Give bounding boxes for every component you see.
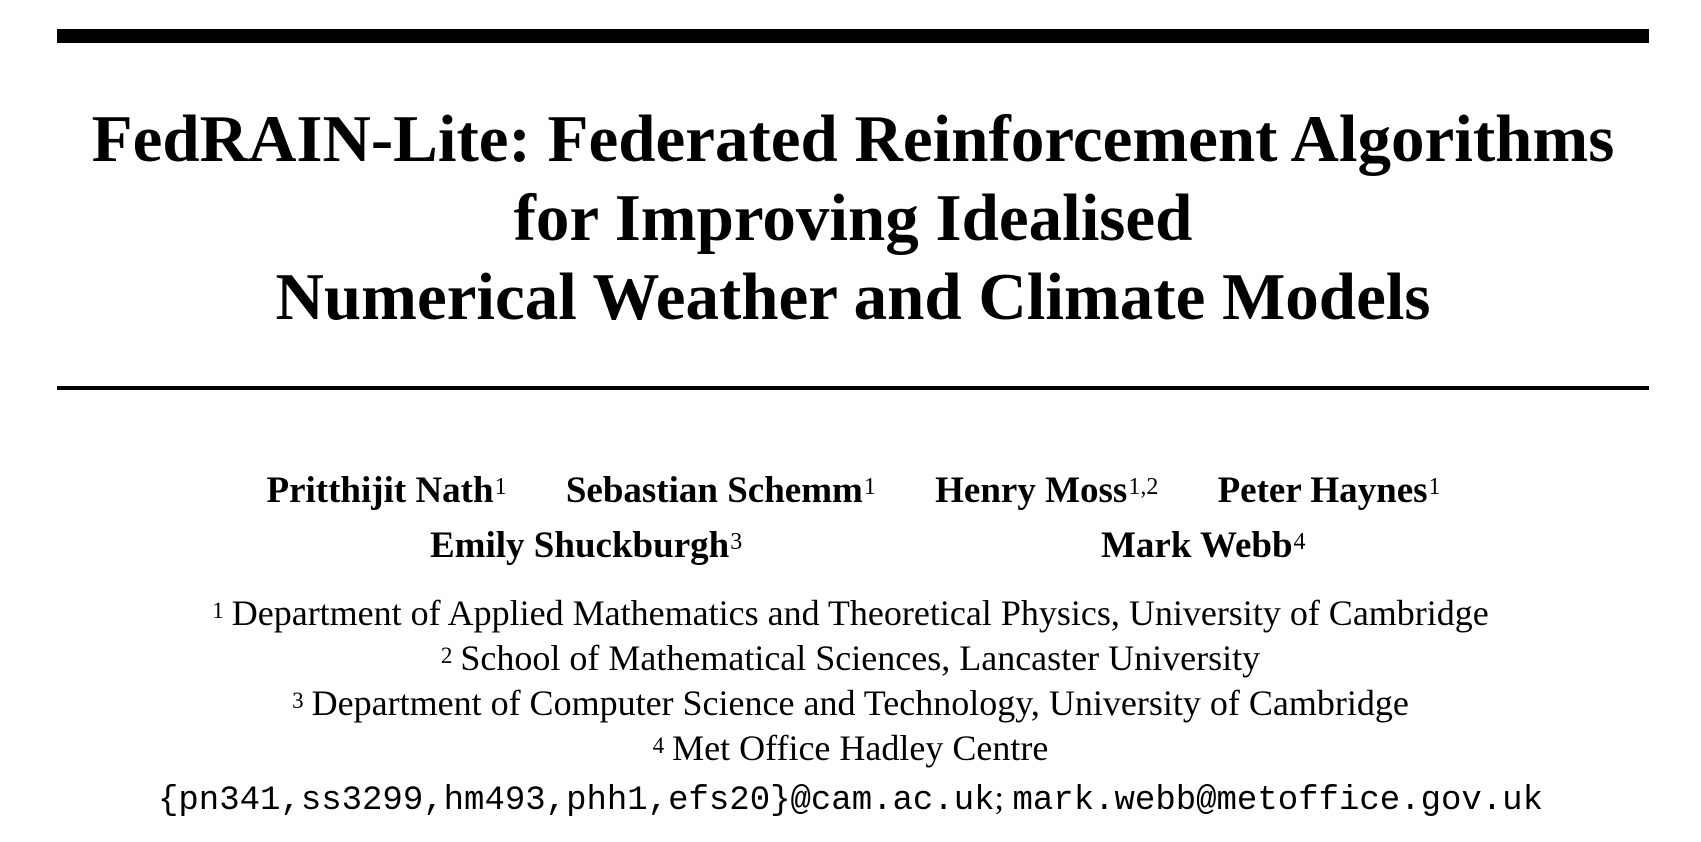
author-affiliation-mark: 1,2 [1128, 474, 1159, 500]
affiliation-text: Met Office Hadley Centre [672, 728, 1049, 768]
author: Peter Haynes1 [1218, 468, 1441, 514]
affiliation-number: 3 [292, 688, 304, 713]
affiliation-number: 4 [652, 733, 665, 758]
email-line: {pn341,ss3299,hm493,phh1,efs20}@cam.ac.u… [0, 777, 1701, 823]
author-name: Peter Haynes [1217, 470, 1428, 511]
email-separator: ; [994, 780, 1004, 817]
affiliation: 3 Department of Computer Science and Tech… [0, 681, 1701, 726]
author-affiliation-mark: 3 [730, 529, 743, 555]
author-name: Henry Moss [935, 470, 1128, 511]
affiliation-text: School of Mathematical Sciences, Lancast… [460, 638, 1261, 678]
email-cambridge[interactable]: {pn341,ss3299,hm493,phh1,efs20}@cam.ac.u… [158, 782, 995, 820]
author-list-row-2: Emily Shuckburgh3 Mark Webb4 [0, 523, 1701, 569]
author-affiliation-mark: 1 [494, 474, 507, 500]
author-name: Sebastian Schemm [565, 470, 863, 511]
author-name: Mark Webb [1101, 525, 1293, 566]
author: Henry Moss1,2 [935, 468, 1158, 514]
email-metoffice[interactable]: mark.webb@metoffice.gov.uk [1012, 782, 1544, 820]
top-rule [57, 29, 1649, 43]
author-list-row-1: Pritthijit Nath1 Sebastian Schemm1 Henry… [0, 468, 1701, 514]
author-name: Pritthijit Nath [266, 470, 494, 511]
author: Pritthijit Nath1 [266, 468, 506, 514]
affiliation-text: Department of Computer Science and Techn… [311, 683, 1409, 723]
title-line-1: FedRAIN-Lite: Federated Reinforcement Al… [91, 102, 1615, 176]
author-affiliation-mark: 1 [863, 474, 876, 500]
affiliation-number: 2 [440, 643, 453, 668]
affiliation: 1 Department of Applied Mathematics and T… [0, 591, 1701, 636]
affiliation-number: 1 [212, 598, 224, 623]
affiliation: 2 School of Mathematical Sciences, Lancas… [0, 636, 1701, 681]
author-name: Emily Shuckburgh [430, 525, 730, 566]
author: Emily Shuckburgh3 [430, 523, 742, 569]
paper-title: FedRAIN-Lite: Federated Reinforcement Al… [20, 100, 1686, 337]
author-affiliation-mark: 4 [1293, 529, 1306, 555]
author: Sebastian Schemm1 [566, 468, 876, 514]
affiliation: 4 Met Office Hadley Centre [0, 726, 1701, 771]
title-line-2: for Improving Idealised [513, 181, 1193, 255]
author: Mark Webb4 [1101, 523, 1306, 569]
title-bottom-rule [57, 386, 1649, 390]
title-line-3: Numerical Weather and Climate Models [275, 260, 1431, 334]
affiliation-list: 1 Department of Applied Mathematics and T… [0, 591, 1701, 771]
affiliation-text: Department of Applied Mathematics and Th… [231, 593, 1489, 633]
author-affiliation-mark: 1 [1428, 474, 1441, 500]
